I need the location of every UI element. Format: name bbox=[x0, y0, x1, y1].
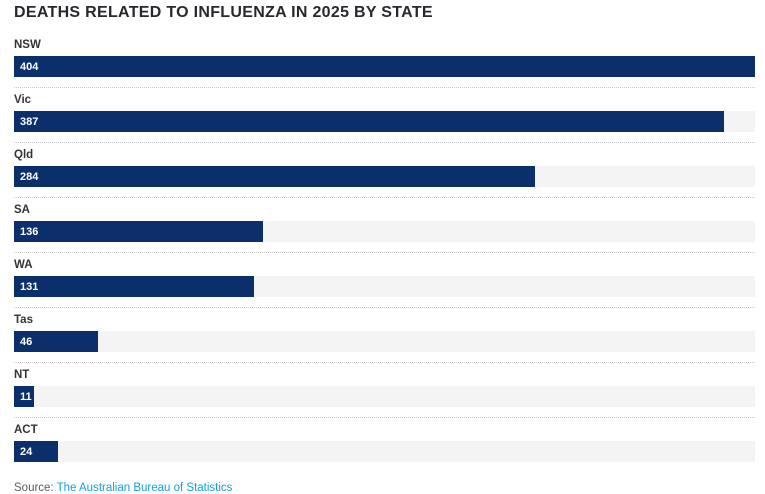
row-separator bbox=[14, 307, 755, 308]
bar-track: 131 bbox=[14, 276, 755, 297]
bar-value: 284 bbox=[20, 170, 39, 183]
bar-row: SA 136 bbox=[14, 204, 755, 253]
bar-rows: NSW 404 Vic 387 Qld 284 SA 136 bbox=[14, 39, 755, 462]
bar-label: NT bbox=[14, 369, 30, 381]
source-line: Source: The Australian Bureau of Statist… bbox=[14, 482, 755, 494]
bar-label: SA bbox=[14, 204, 30, 216]
bar-track: 284 bbox=[14, 166, 755, 187]
bar-fill: 131 bbox=[14, 276, 255, 297]
row-separator bbox=[14, 362, 755, 363]
bar-row: Qld 284 bbox=[14, 149, 755, 198]
bar-label: Tas bbox=[14, 314, 33, 326]
bar-row: NT 11 bbox=[14, 369, 755, 418]
bar-row: Vic 387 bbox=[14, 94, 755, 143]
bar-track: 46 bbox=[14, 331, 755, 352]
row-separator bbox=[14, 197, 755, 198]
bar-value: 11 bbox=[20, 390, 32, 403]
bar-value: 404 bbox=[20, 60, 39, 73]
bar-row: NSW 404 bbox=[14, 39, 755, 88]
source-prefix: Source: bbox=[14, 482, 57, 494]
bar-fill: 387 bbox=[14, 111, 724, 132]
bar-label: Vic bbox=[14, 94, 32, 106]
chart-title: DEATHS RELATED TO INFLUENZA IN 2025 BY S… bbox=[14, 4, 433, 21]
bar-fill: 284 bbox=[14, 166, 535, 187]
row-separator bbox=[14, 142, 755, 143]
source-link[interactable]: The Australian Bureau of Statistics bbox=[56, 482, 233, 494]
bar-value: 131 bbox=[20, 280, 39, 293]
bar-track: 387 bbox=[14, 111, 755, 132]
bar-track: 136 bbox=[14, 221, 755, 242]
bar-track: 404 bbox=[14, 56, 755, 77]
bar-row: ACT 24 bbox=[14, 424, 755, 462]
bar-label: Qld bbox=[14, 149, 34, 161]
bar-fill: 24 bbox=[14, 441, 59, 462]
row-separator bbox=[14, 252, 755, 253]
bar-fill: 404 bbox=[14, 56, 755, 77]
bar-value: 46 bbox=[20, 335, 33, 348]
bar-track: 24 bbox=[14, 441, 755, 462]
bar-label: ACT bbox=[14, 424, 38, 436]
bar-label: NSW bbox=[14, 39, 41, 51]
bar-row: Tas 46 bbox=[14, 314, 755, 363]
bar-label: WA bbox=[14, 259, 33, 271]
bar-value: 136 bbox=[20, 225, 39, 238]
bar-value: 24 bbox=[20, 445, 33, 458]
bar-row: WA 131 bbox=[14, 259, 755, 308]
bar-fill: 136 bbox=[14, 221, 264, 242]
row-separator bbox=[14, 87, 755, 88]
bar-value: 387 bbox=[20, 115, 39, 128]
bar-fill: 11 bbox=[14, 386, 35, 407]
bar-fill: 46 bbox=[14, 331, 99, 352]
row-separator bbox=[14, 417, 755, 418]
bar-track: 11 bbox=[14, 386, 755, 407]
